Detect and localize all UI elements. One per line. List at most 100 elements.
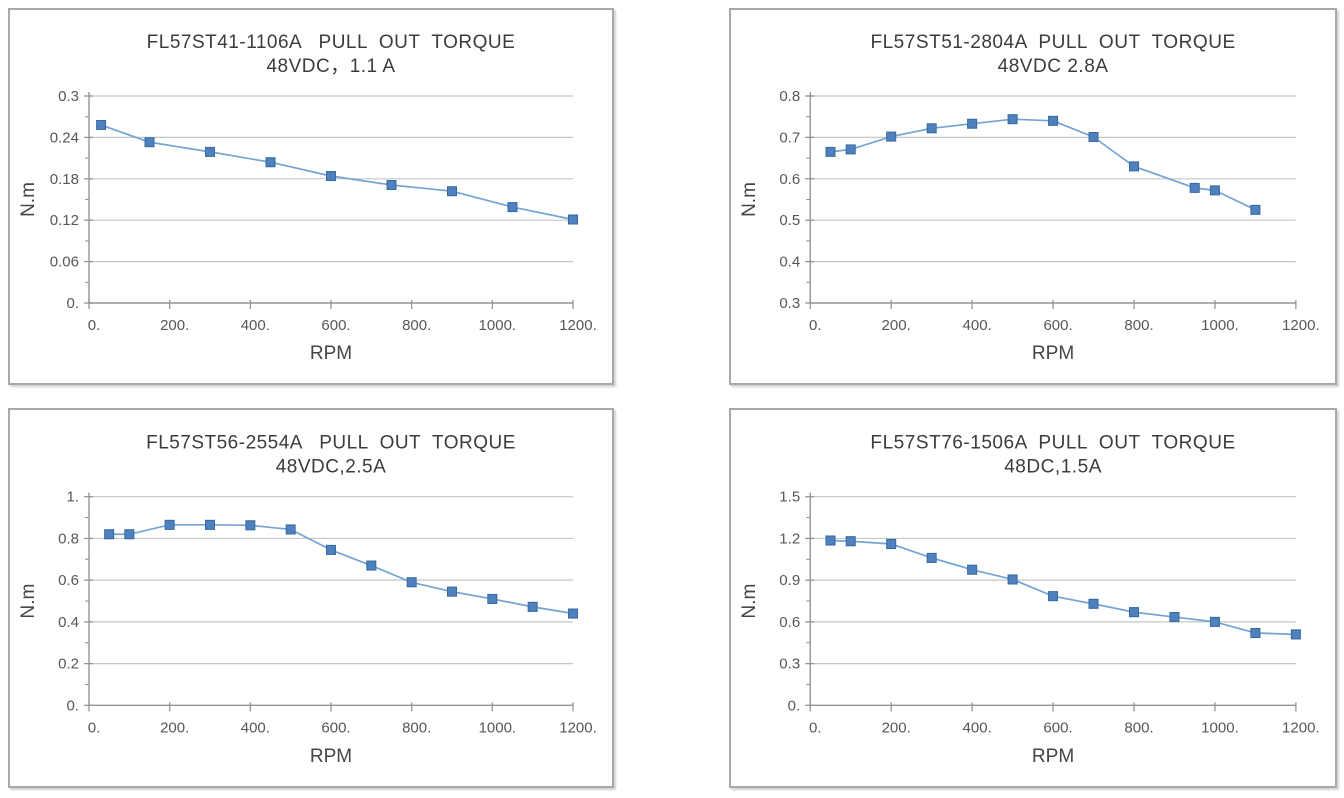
data-point-marker [825,146,836,157]
x-tick-label: 1000. [1201,720,1239,737]
data-point-marker [1088,598,1099,609]
x-axis-label: RPM [1032,746,1074,767]
data-point-marker [1088,131,1099,142]
y-tick-label: 0. [66,295,79,312]
y-tick-label: 0.2 [58,656,79,673]
data-point-marker [886,131,897,142]
chart-subtitle: 48VDC,2.5A [276,456,387,477]
x-tick-label: 0. [809,720,822,737]
data-point-marker [144,137,155,148]
y-tick-label: 0.9 [779,572,800,589]
y-tick-label: 0.6 [58,572,79,589]
chart-panel-fl57st76-1506a: 0. 0.3 0.6 0.9 1.2 1.5 0. 200. 400. 600. 800. 1000.… [729,408,1337,788]
y-tick-label: 0.6 [779,614,800,631]
y-tick-label: 0.4 [779,254,800,271]
chart-subtitle: 48DC,1.5A [1004,456,1102,477]
y-tick-label: 0.18 [50,171,79,188]
chart-title: FL57ST76-1506A PULL OUT TORQUE [870,432,1235,453]
y-tick-label: 0.8 [58,530,79,547]
data-point-marker [1169,611,1180,623]
chart-panel-fl57st56-2554a: 0. 0.2 0.4 0.6 0.8 1. 0. 200. 400. 600. 800. 1000. 1… [8,408,614,788]
y-tick-label: 0.7 [779,129,800,146]
data-point-marker [1250,204,1261,215]
x-tick-label: 800. [1124,317,1153,334]
x-tick-label: 400. [241,720,270,737]
data-point-marker [568,608,578,619]
x-axis-label: RPM [310,343,352,364]
x-tick-label: 1200. [1282,317,1320,334]
data-point-marker [1007,114,1018,125]
torque-series-line [100,124,574,221]
data-point-marker [1128,161,1140,172]
x-tick-label: 200. [882,317,911,334]
data-point-marker [366,560,377,571]
y-tick-label: 0.3 [58,88,79,105]
x-tick-label: 600. [1043,317,1072,334]
chart-title: FL57ST56-2554A PULL OUT TORQUE [146,432,516,453]
y-tick-label: 1.5 [779,489,800,506]
data-point-marker [1128,607,1140,618]
data-point-marker [967,118,978,129]
torque-chart-fl57st56-2554a: 0. 0.2 0.4 0.6 0.8 1. 0. 200. 400. 600. 800. 1000. 1… [18,432,597,767]
data-point-marker [205,146,215,157]
data-point-marker [205,519,215,530]
y-tick-label: 0.8 [779,88,800,105]
data-point-marker [1209,185,1220,196]
chart-subtitle: 48VDC，1.1 A [266,56,395,77]
torque-chart-fl57st76-1506a: 0. 0.3 0.6 0.9 1.2 1.5 0. 200. 400. 600. 800. 1000.… [739,432,1320,767]
chart-title: FL57ST41-1106A PULL OUT TORQUE [147,32,516,53]
data-point-marker [886,538,897,550]
x-tick-label: 1000. [1201,317,1239,334]
data-point-marker [568,214,578,225]
data-point-marker [1290,629,1301,640]
data-point-marker [926,123,937,134]
data-point-marker [285,524,296,535]
data-point-marker [447,186,457,197]
x-tick-label: 200. [160,720,189,737]
x-tick-label: 1200. [1282,720,1320,737]
y-tick-label: 0. [66,697,79,714]
data-point-marker [265,157,276,168]
data-point-marker [96,119,107,130]
y-axis-label: N.m [18,182,39,217]
x-tick-label: 1000. [479,720,517,737]
y-tick-label: 0.06 [50,254,79,271]
x-tick-label: 800. [402,317,431,334]
y-axis-label: N.m [739,583,760,618]
x-tick-label: 800. [402,720,431,737]
data-point-marker [164,519,175,530]
data-point-marker [507,202,518,213]
data-point-marker [527,601,538,612]
y-axis-label: N.m [18,583,39,618]
x-tick-label: 1200. [559,720,597,737]
data-point-marker [845,536,856,547]
y-axis-label: N.m [739,182,760,217]
data-point-marker [1048,591,1059,602]
data-point-marker [926,552,937,563]
chart-subtitle: 48VDC 2.8A [998,56,1109,77]
data-point-marker [326,544,336,555]
data-point-marker [104,529,115,540]
x-tick-label: 400. [241,317,270,334]
x-tick-label: 600. [321,317,350,334]
data-point-marker [845,144,856,155]
data-point-marker [967,564,978,575]
y-tick-label: 0.5 [779,212,800,229]
y-tick-label: 1.2 [779,530,800,547]
x-axis-label: RPM [310,746,352,767]
y-tick-label: 0.6 [779,171,800,188]
data-point-marker [1250,627,1261,639]
y-tick-label: 0.4 [58,614,79,631]
x-axis-label: RPM [1032,343,1074,364]
data-point-marker [326,171,336,182]
x-tick-label: 0. [809,317,822,334]
x-tick-label: 600. [321,720,350,737]
data-point-marker [825,535,836,546]
data-point-marker [124,529,135,540]
data-point-marker [386,180,397,191]
data-point-marker [1189,182,1200,193]
x-tick-label: 0. [88,720,101,737]
data-point-marker [406,577,417,588]
chart-panel-fl57st51-2804a: 0.3 0.4 0.5 0.6 0.7 0.8 0. 200. 400. 600. 800. 1000… [729,8,1337,385]
